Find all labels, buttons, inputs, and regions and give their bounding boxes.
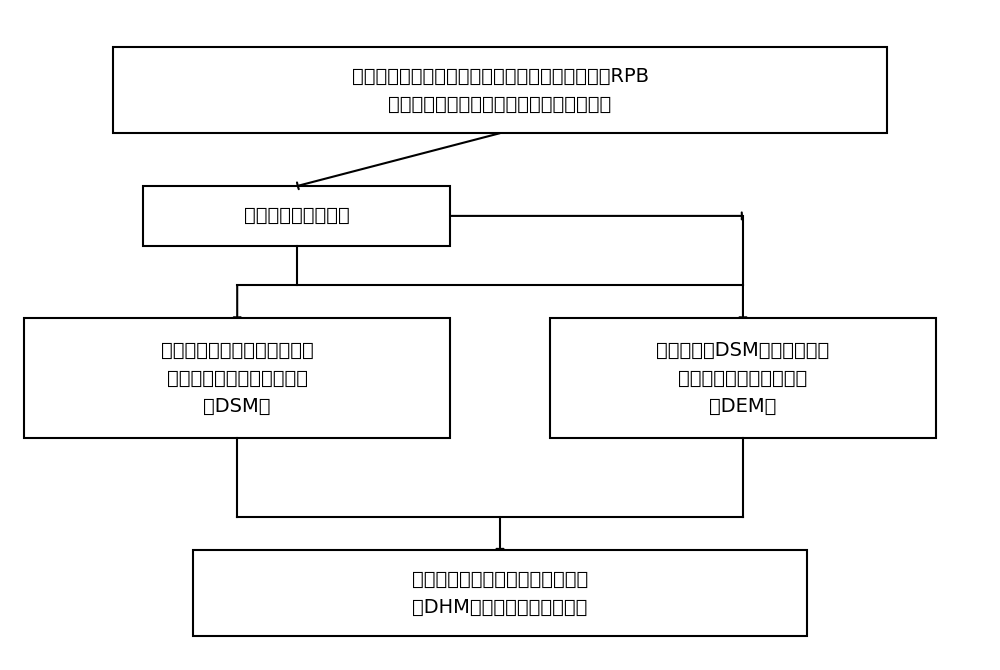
Text: 基于高精度DSM点云滤波获取
森林区域的数字地形模型
（DEM）: 基于高精度DSM点云滤波获取 森林区域的数字地形模型 （DEM） (656, 340, 830, 415)
Bar (193, 550, 807, 636)
Text: 获取测量树木冠层高度的卫星立体相对影像数据及RPB
文件、土地利用现状数据和地面控制点文件: 获取测量树木冠层高度的卫星立体相对影像数据及RPB 文件、土地利用现状数据和地面… (352, 67, 648, 114)
Bar (143, 186, 450, 246)
Text: 目标森林区域的提取: 目标森林区域的提取 (244, 206, 350, 225)
Bar (113, 47, 887, 133)
Text: 获取目标森林区域的冠层高度模型
（DHM），提取树木冠层高度: 获取目标森林区域的冠层高度模型 （DHM），提取树木冠层高度 (412, 570, 588, 616)
Bar (24, 318, 450, 438)
Bar (550, 318, 936, 438)
Text: 基于双目立体视觉原理重建目
标森林区域的数字地表模型
（DSM）: 基于双目立体视觉原理重建目 标森林区域的数字地表模型 （DSM） (161, 340, 314, 415)
